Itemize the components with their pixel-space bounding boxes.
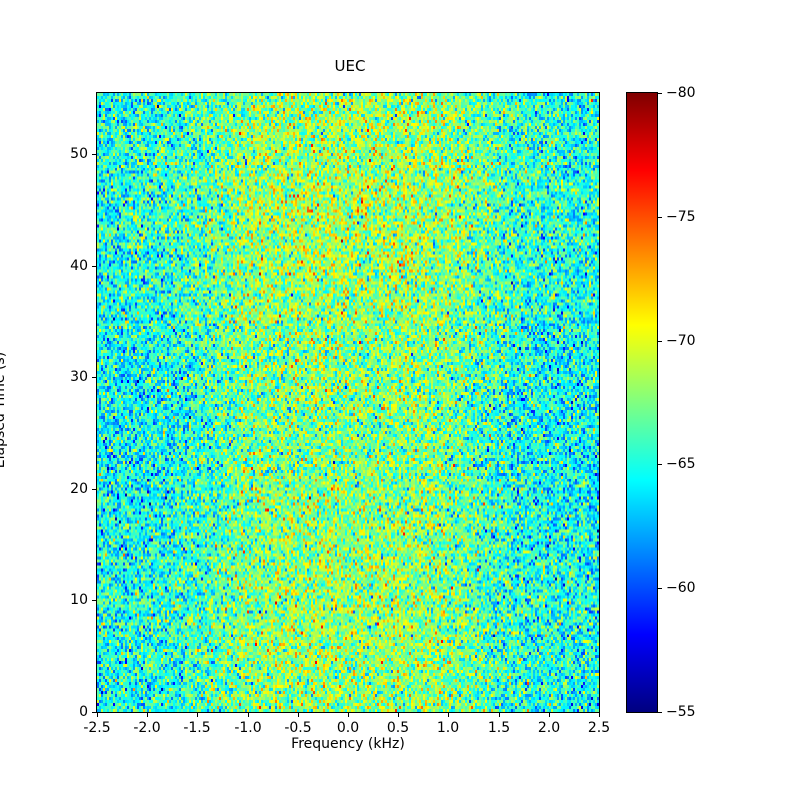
colorbar-tick-mark — [658, 217, 662, 218]
y-tick-mark — [92, 377, 96, 378]
x-tick-mark — [248, 713, 249, 717]
x-tick-mark — [97, 713, 98, 717]
colorbar-tick-label: −80 — [666, 85, 696, 101]
spectrogram-image — [97, 93, 599, 712]
x-tick-label: -1.5 — [183, 720, 211, 736]
y-tick-label: 10 — [70, 592, 88, 608]
x-tick-mark — [499, 713, 500, 717]
colorbar-tick-label: −70 — [666, 333, 696, 349]
colorbar — [626, 92, 658, 713]
x-tick-label: 2.5 — [587, 720, 611, 736]
colorbar-tick-mark — [658, 341, 662, 342]
y-tick-mark — [92, 600, 96, 601]
x-tick-mark — [298, 713, 299, 717]
colorbar-tick-mark — [658, 712, 662, 713]
y-tick-mark — [92, 266, 96, 267]
x-tick-label: 0.5 — [386, 720, 410, 736]
x-tick-label: 0.0 — [336, 720, 360, 736]
y-tick-label: 0 — [79, 704, 88, 720]
colorbar-tick-label: −65 — [666, 456, 696, 472]
x-tick-label: 1.5 — [487, 720, 511, 736]
colorbar-tick-label: −55 — [666, 704, 696, 720]
x-tick-label: 2.0 — [537, 720, 561, 736]
x-tick-mark — [448, 713, 449, 717]
y-tick-mark — [92, 154, 96, 155]
y-tick-label: 50 — [70, 146, 88, 162]
y-tick-label: 40 — [70, 258, 88, 274]
y-tick-label: 30 — [70, 369, 88, 385]
x-tick-mark — [348, 713, 349, 717]
x-tick-mark — [147, 713, 148, 717]
y-tick-mark — [92, 712, 96, 713]
x-tick-label: 1.0 — [436, 720, 460, 736]
x-tick-label: -1.0 — [234, 720, 262, 736]
x-tick-label: -0.5 — [284, 720, 312, 736]
colorbar-tick-mark — [658, 464, 662, 465]
colorbar-gradient — [627, 93, 657, 712]
title-line-station: UEC — [334, 57, 366, 75]
x-tick-mark — [197, 713, 198, 717]
x-tick-mark — [599, 713, 600, 717]
y-tick-label: 20 — [70, 481, 88, 497]
colorbar-tick-mark — [658, 588, 662, 589]
y-tick-mark — [92, 489, 96, 490]
colorbar-tick-mark — [658, 93, 662, 94]
x-tick-label: -2.0 — [133, 720, 161, 736]
x-tick-mark — [549, 713, 550, 717]
colorbar-tick-label: −60 — [666, 580, 696, 596]
colorbar-tick-label: −75 — [666, 209, 696, 225]
x-axis-label: Frequency (kHz) — [291, 736, 405, 752]
x-tick-mark — [398, 713, 399, 717]
spectrogram-plot-area — [96, 92, 600, 713]
x-tick-label: -2.5 — [83, 720, 111, 736]
y-axis-label: Elapsed Time (s) — [0, 351, 8, 469]
